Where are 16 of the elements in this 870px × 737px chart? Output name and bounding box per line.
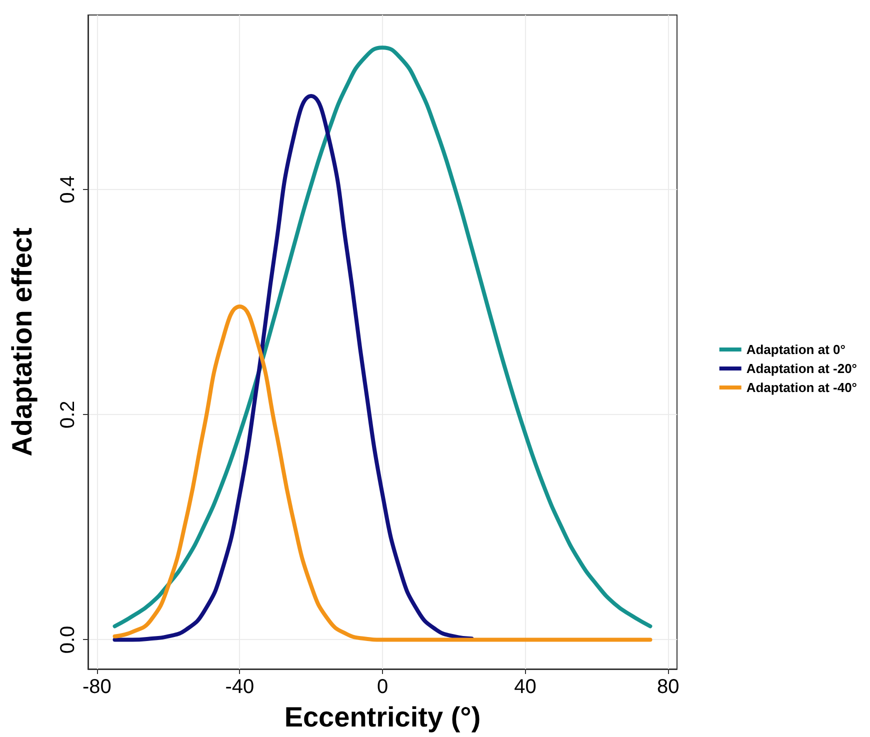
x-tick-label: 40	[514, 676, 536, 698]
y-tick-label: 0.4	[57, 176, 79, 204]
x-tick-label: 0	[376, 676, 388, 698]
x-tick-label: -40	[225, 676, 254, 698]
x-axis-title: Eccentricity (°)	[284, 702, 481, 732]
y-tick-label: 0.2	[57, 400, 79, 429]
legend-label: Adaptation at -20°	[746, 361, 858, 376]
x-tick-label: -80	[82, 676, 112, 698]
line-series	[112, 46, 652, 628]
line-series	[112, 304, 652, 642]
y-axis-title: Adaptation effect	[6, 228, 38, 456]
legend-label: Adaptation at 0°	[746, 342, 846, 357]
y-tick-label: 0.0	[57, 626, 79, 654]
legend-label: Adaptation at -40°	[746, 380, 858, 395]
x-tick-label: 80	[656, 676, 680, 698]
line-series	[112, 94, 474, 642]
